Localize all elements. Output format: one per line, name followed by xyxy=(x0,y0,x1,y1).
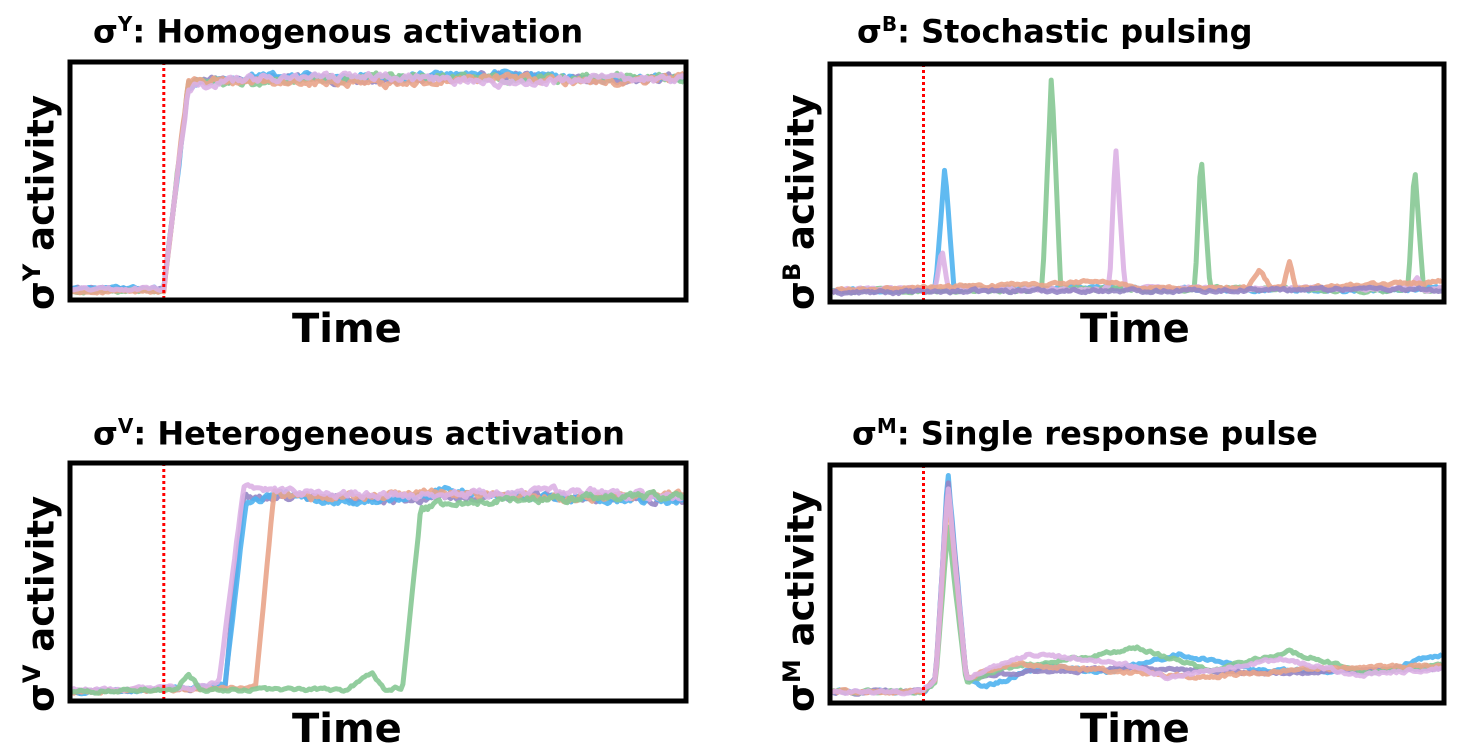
series-line-pink xyxy=(70,482,687,694)
y-axis-label: σY activity xyxy=(18,95,63,310)
x-axis-label: Time xyxy=(292,706,402,752)
y-axis-label: σB activity xyxy=(778,94,823,310)
plot-frame xyxy=(827,61,1447,305)
series-line-blue xyxy=(70,68,686,294)
y-axis-label: σM activity xyxy=(778,490,823,712)
y-axis-label: σV activity xyxy=(18,495,63,712)
series-line-pink xyxy=(71,70,687,293)
chart-title: σY: Homogenous activation xyxy=(93,12,584,51)
chart-title: σM: Single response pulse xyxy=(852,414,1318,453)
series-line-green xyxy=(71,489,686,696)
x-axis-label: Time xyxy=(1080,706,1190,752)
x-axis-label: Time xyxy=(292,306,402,352)
plot-area xyxy=(827,462,1447,706)
plot-frame xyxy=(827,462,1447,706)
plot-area xyxy=(827,61,1447,305)
series-line-purple xyxy=(830,284,1443,297)
chart-title: σV: Heterogeneous activation xyxy=(93,414,625,453)
plot-frame xyxy=(67,460,689,704)
series-line-blue xyxy=(831,167,1443,295)
x-axis-label: Time xyxy=(1080,306,1190,352)
series-line-pink xyxy=(831,486,1443,697)
plot-frame xyxy=(67,59,689,303)
plot-area xyxy=(67,59,689,303)
chart-title: σB: Stochastic pulsing xyxy=(857,12,1253,51)
plot-area xyxy=(67,460,689,704)
